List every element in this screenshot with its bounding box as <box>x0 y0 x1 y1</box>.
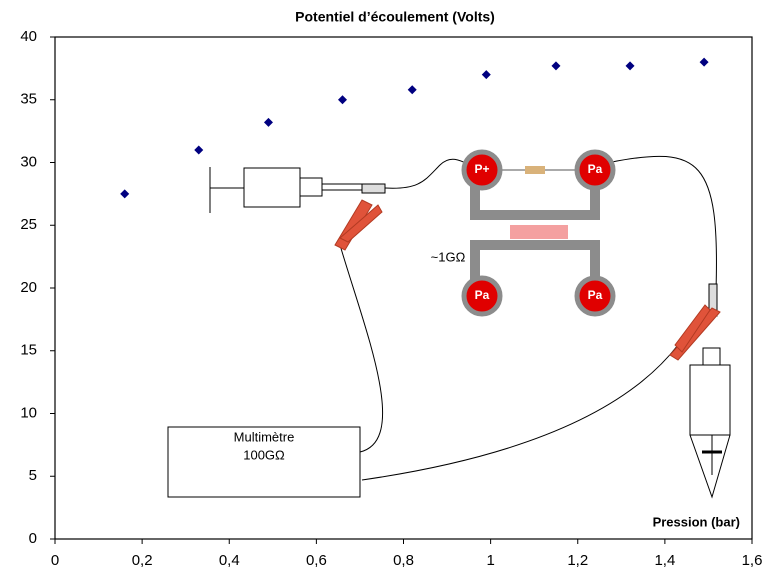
pads <box>461 149 616 317</box>
point <box>481 70 491 80</box>
x-tick-label: 0 <box>51 552 59 569</box>
point <box>194 145 204 155</box>
x-tick-label: 0,2 <box>132 552 153 569</box>
y-tick-label: 10 <box>20 404 37 421</box>
y-tick-label: 25 <box>20 216 37 233</box>
point <box>120 189 130 199</box>
x-tick-label: 0,4 <box>219 552 240 569</box>
y-tick-label: 30 <box>20 153 37 170</box>
annotation: Multimètre <box>234 429 295 444</box>
chip <box>470 170 600 295</box>
y-tick-label: 0 <box>29 530 37 547</box>
y-tick-label: 15 <box>20 342 37 359</box>
x-tick-label: 1 <box>486 552 494 569</box>
annotation: Pa <box>588 162 603 176</box>
point <box>338 95 348 105</box>
y-tick-label: 20 <box>20 279 37 296</box>
point <box>407 85 417 95</box>
x-tick-label: 1,6 <box>742 552 763 569</box>
x-tick-label: 1,2 <box>567 552 588 569</box>
plot-frame <box>54 36 753 540</box>
annotation: ~1GΩ <box>431 249 466 264</box>
x-tick-label: 0,6 <box>306 552 327 569</box>
point <box>263 117 273 127</box>
x-tick-label: 0,8 <box>393 552 414 569</box>
point <box>551 61 561 71</box>
resistor <box>525 166 545 174</box>
point <box>699 57 709 67</box>
clips <box>334 199 721 361</box>
y-tick-label: 5 <box>29 467 37 484</box>
chart-title: Potentiel d’écoulement (Volts) <box>295 9 495 25</box>
annotation: 100GΩ <box>243 447 285 462</box>
annotation: Pa <box>475 288 490 302</box>
annotation: P+ <box>474 162 489 176</box>
diagram <box>167 155 731 499</box>
point <box>625 61 635 71</box>
y-tick-label: 35 <box>20 91 37 108</box>
channel <box>510 225 568 239</box>
x-tick-label: 1,4 <box>654 552 675 569</box>
y-tick-label: 40 <box>20 28 37 45</box>
annotation: Pa <box>588 288 603 302</box>
x-axis-label: Pression (bar) <box>653 514 740 529</box>
